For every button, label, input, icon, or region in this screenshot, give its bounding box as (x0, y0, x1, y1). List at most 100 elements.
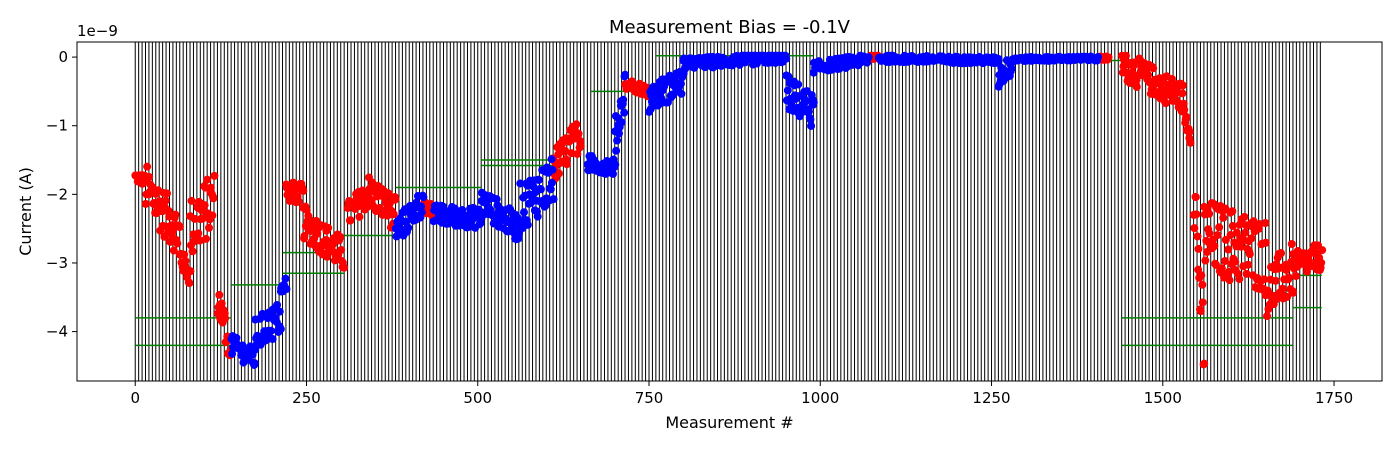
red-data-point (1201, 256, 1210, 265)
blue-data-point (809, 98, 818, 107)
red-data-point (1180, 105, 1189, 114)
blue-data-point (677, 89, 686, 98)
red-data-point (324, 223, 333, 232)
red-data-point (206, 183, 215, 192)
plot-frame (76, 41, 1383, 382)
blue-data-point (617, 118, 626, 127)
red-data-point (190, 214, 199, 223)
red-data-point (340, 263, 349, 272)
red-data-point (1283, 292, 1292, 301)
red-data-point (209, 194, 218, 203)
red-data-point (1244, 260, 1253, 269)
red-data-point (164, 206, 173, 215)
red-data-point (221, 314, 230, 323)
x-tick-label: 1250 (972, 389, 1010, 407)
red-data-point (1303, 267, 1312, 276)
red-data-point (1228, 207, 1237, 216)
red-data-point (169, 246, 178, 255)
red-data-point (1198, 298, 1207, 307)
red-data-point (572, 120, 581, 129)
red-data-point (562, 160, 571, 169)
red-data-point (1224, 245, 1233, 254)
blue-data-point (536, 185, 545, 194)
blue-data-point (419, 193, 428, 202)
red-data-point (573, 149, 582, 158)
blue-data-point (619, 95, 628, 104)
blue-data-point (417, 202, 426, 211)
red-data-point (1287, 240, 1296, 249)
red-data-point (1245, 250, 1254, 259)
blue-data-point (404, 223, 413, 232)
blue-data-point (519, 208, 528, 217)
red-data-point (1217, 264, 1226, 273)
red-data-point (1231, 257, 1240, 266)
blue-data-point (614, 129, 623, 138)
red-data-point (1277, 249, 1286, 258)
red-data-point (1161, 99, 1170, 108)
x-axis-ticks: 0 250 500 750 1000 1250 1500 1750 (130, 381, 1353, 407)
blue-data-point (267, 326, 276, 335)
blue-data-point (994, 55, 1003, 64)
red-data-point (346, 216, 355, 225)
y-tick-label: −2 (46, 185, 68, 203)
y-axis-label: Current (A) (16, 167, 35, 256)
blue-data-point (417, 208, 426, 217)
red-data-point (185, 279, 194, 288)
blue-data-point (784, 72, 793, 81)
red-data-point (186, 267, 195, 276)
red-data-point (175, 222, 184, 231)
blue-data-point (546, 185, 555, 194)
red-data-point (389, 210, 398, 219)
blue-data-point (228, 349, 237, 358)
x-tick-label: 250 (292, 389, 321, 407)
x-tick-label: 750 (635, 389, 664, 407)
blue-data-point (621, 70, 630, 79)
y-tick-label: −4 (46, 323, 68, 341)
red-data-point (1241, 228, 1250, 237)
red-data-point (203, 175, 212, 184)
blue-data-point (275, 307, 284, 316)
blue-data-point (232, 333, 241, 342)
red-data-point (1212, 260, 1221, 269)
red-data-point (1104, 53, 1113, 62)
red-data-point (1132, 82, 1141, 91)
red-data-point (554, 169, 563, 178)
red-data-point (205, 223, 214, 232)
red-data-point (1247, 234, 1256, 243)
red-data-point (1191, 193, 1200, 202)
red-data-point (210, 171, 219, 180)
red-data-point (1121, 51, 1130, 60)
blue-data-point (250, 359, 259, 368)
red-data-point (1215, 223, 1224, 232)
red-data-point (141, 199, 150, 208)
blue-data-point (282, 285, 291, 294)
blue-data-point (804, 107, 813, 116)
red-data-point (1261, 238, 1270, 247)
red-data-point (1263, 312, 1272, 321)
red-data-point (200, 201, 209, 210)
red-data-point (1318, 246, 1327, 255)
red-data-point (1200, 359, 1209, 368)
red-data-point (299, 186, 308, 195)
blue-data-point (782, 54, 791, 63)
red-data-point (215, 290, 224, 299)
red-data-point (336, 232, 345, 241)
red-data-point (180, 250, 189, 259)
blue-data-point (864, 53, 873, 62)
blue-data-point (273, 300, 282, 309)
red-data-point (294, 197, 303, 206)
x-tick-label: 1750 (1315, 389, 1353, 407)
red-data-point (1179, 99, 1188, 108)
blue-data-point (276, 325, 285, 334)
y-tick-label: −3 (46, 254, 68, 272)
y-tick-label: 0 (58, 48, 68, 66)
red-data-point (171, 210, 180, 219)
red-data-point (574, 129, 583, 138)
data-points (131, 51, 1327, 369)
blue-data-point (1007, 64, 1016, 73)
blue-data-point (1093, 52, 1102, 61)
red-data-point (161, 196, 170, 205)
red-data-point (163, 189, 172, 198)
red-data-point (194, 229, 203, 238)
